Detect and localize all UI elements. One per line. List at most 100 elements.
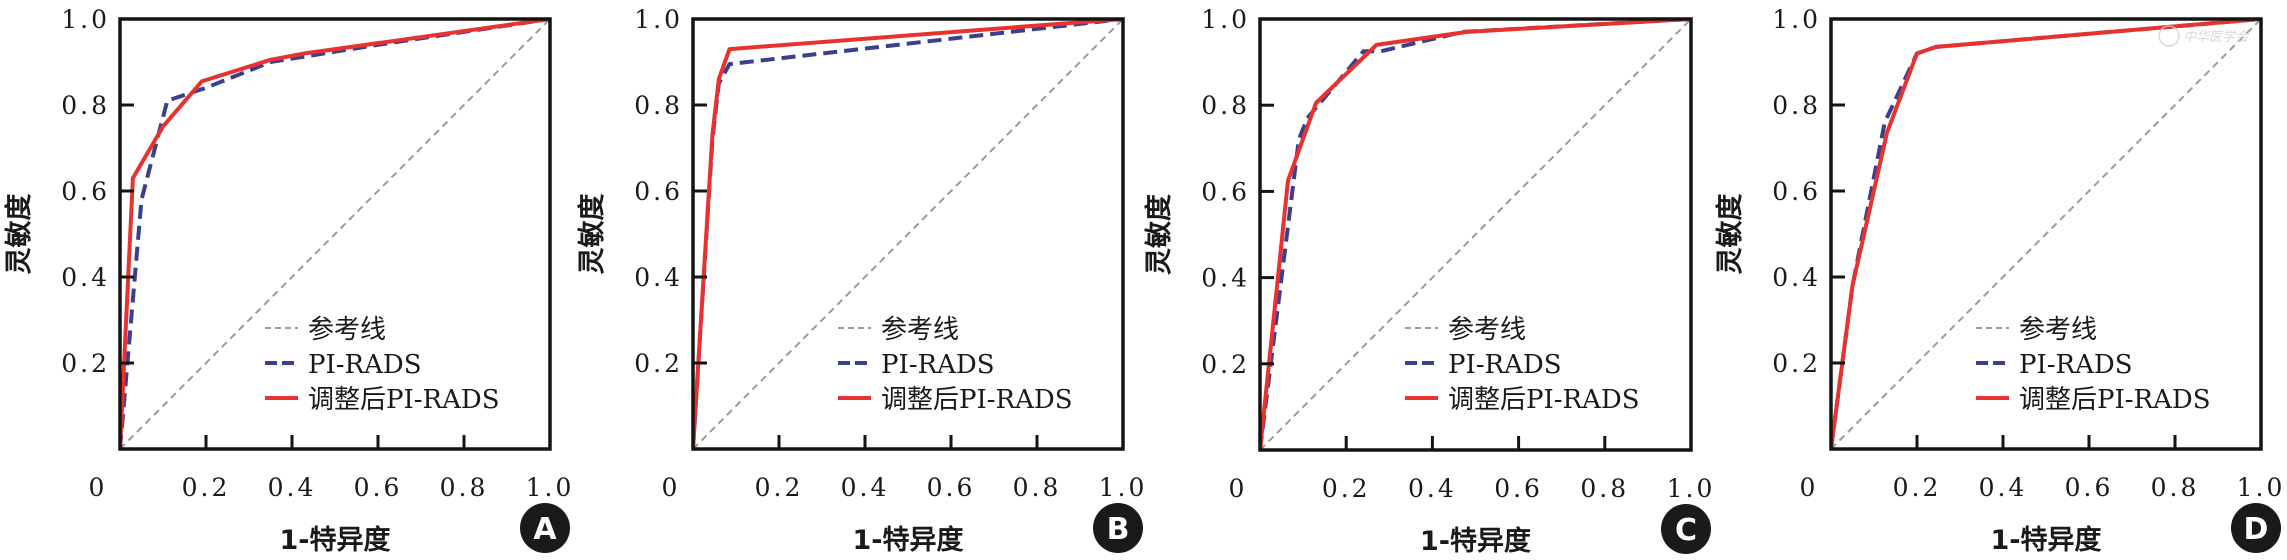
y-tick-label: 0.6 bbox=[61, 177, 110, 206]
y-tick-label: 0.2 bbox=[634, 349, 683, 378]
y-tick-label: 0.4 bbox=[634, 263, 683, 292]
panel-badge: C bbox=[1661, 504, 1711, 554]
legend-label: PI-RADS bbox=[2019, 350, 2133, 380]
x-tick-label: 0.8 bbox=[2151, 473, 2200, 502]
x-tick-label: 0 bbox=[1800, 473, 1819, 502]
y-tick-label: 0.8 bbox=[1772, 91, 1821, 120]
x-tick-label: 0 bbox=[89, 473, 108, 502]
panel-badge: B bbox=[1093, 503, 1143, 553]
y-tick-label: 0.4 bbox=[1772, 263, 1821, 292]
x-tick-label: 0.2 bbox=[755, 473, 804, 502]
x-tick-label: 0.4 bbox=[1979, 473, 2028, 502]
x-tick-label: 1.0 bbox=[1099, 473, 1148, 502]
legend: 参考线 PI-RADS 调整后PI-RADS bbox=[265, 315, 500, 415]
legend-label: PI-RADS bbox=[881, 350, 995, 380]
x-tick-label: 0.4 bbox=[841, 473, 890, 502]
y-axis-title: 灵敏度 bbox=[3, 194, 35, 275]
x-tick-label: 0.8 bbox=[1013, 473, 1062, 502]
badge-circle bbox=[2231, 503, 2281, 553]
panel-badge: A bbox=[520, 503, 570, 553]
legend-label: 调整后PI-RADS bbox=[2019, 385, 2211, 415]
y-tick-label: 1.0 bbox=[1772, 5, 1821, 34]
adjusted-pirads-curve bbox=[120, 19, 550, 449]
badge-letter: A bbox=[533, 512, 557, 547]
y-tick-label: 0.6 bbox=[634, 177, 683, 206]
x-tick-label: 0.6 bbox=[2065, 473, 2114, 502]
reference-line bbox=[1831, 19, 2261, 449]
legend-label: PI-RADS bbox=[1448, 350, 1562, 380]
x-tick-label: 1.0 bbox=[2237, 473, 2286, 502]
y-tick-label: 1.0 bbox=[1201, 5, 1250, 34]
x-tick-label: 0.6 bbox=[927, 473, 976, 502]
y-tick-label: 0.6 bbox=[1772, 177, 1821, 206]
legend: 参考线 PI-RADS 调整后PI-RADS bbox=[1976, 315, 2211, 415]
roc-panel-d: 0 0.2 0.4 0.6 0.8 1.0 0.2 0.4 0.6 0.8 1.0 1-特异度 灵敏度参… bbox=[1714, 5, 2286, 556]
adjusted-pirads-curve bbox=[1260, 19, 1691, 450]
x-tick-label: 1.0 bbox=[526, 473, 575, 502]
legend-label: 参考线 bbox=[881, 315, 959, 345]
y-tick-label: 0.2 bbox=[1772, 349, 1821, 378]
reference-line bbox=[693, 19, 1123, 449]
legend: 参考线 PI-RADS 调整后PI-RADS bbox=[838, 315, 1073, 415]
y-tick-label: 0.8 bbox=[61, 91, 110, 120]
x-tick-label: 0.6 bbox=[354, 473, 403, 502]
y-tick-label: 0.8 bbox=[634, 91, 683, 120]
adjusted-pirads-curve bbox=[1831, 19, 2261, 449]
legend-label: PI-RADS bbox=[308, 350, 422, 380]
legend-label: 参考线 bbox=[2019, 315, 2097, 345]
plot-frame bbox=[691, 17, 1125, 451]
y-tick-label: 0.8 bbox=[1201, 91, 1250, 120]
x-tick-label: 0.8 bbox=[1580, 474, 1629, 503]
reference-line bbox=[120, 19, 550, 449]
x-tick-label: 0 bbox=[1229, 474, 1248, 503]
x-tick-label: 0.2 bbox=[1322, 474, 1371, 503]
plot-frame bbox=[1258, 17, 1693, 452]
legend-label: 调整后PI-RADS bbox=[1448, 385, 1640, 415]
legend-label: 参考线 bbox=[308, 315, 386, 345]
badge-letter: C bbox=[1675, 513, 1697, 548]
badge-letter: D bbox=[2244, 512, 2269, 547]
legend-label: 参考线 bbox=[1448, 315, 1526, 345]
x-tick-label: 0.4 bbox=[1408, 474, 1457, 503]
y-axis-title: 灵敏度 bbox=[1714, 194, 1746, 275]
x-tick-label: 0.6 bbox=[1494, 474, 1543, 503]
x-axis-title: 1-特异度 bbox=[1420, 525, 1531, 557]
x-tick-label: 1.0 bbox=[1667, 474, 1716, 503]
x-axis-title: 1-特异度 bbox=[853, 524, 964, 556]
x-tick-label: 0.4 bbox=[268, 473, 317, 502]
x-tick-label: 0.2 bbox=[1893, 473, 1942, 502]
y-tick-label: 1.0 bbox=[61, 5, 110, 34]
legend-label: 调整后PI-RADS bbox=[308, 385, 500, 415]
y-tick-label: 0.2 bbox=[1201, 350, 1250, 379]
panel-badge: D bbox=[2231, 503, 2281, 553]
plot-frame bbox=[1829, 17, 2263, 451]
watermark-text: 中华医学会 bbox=[2183, 29, 2250, 45]
y-tick-label: 1.0 bbox=[634, 5, 683, 34]
x-tick-label: 0 bbox=[662, 473, 681, 502]
badge-circle bbox=[1093, 503, 1143, 553]
y-tick-label: 0.4 bbox=[1201, 264, 1250, 293]
y-tick-label: 0.6 bbox=[1201, 177, 1250, 206]
plot-frame bbox=[118, 17, 552, 451]
watermark: 中华医学会 bbox=[2158, 25, 2250, 47]
legend: 参考线 PI-RADS 调整后PI-RADS bbox=[1405, 315, 1640, 415]
x-axis-title: 1-特异度 bbox=[280, 524, 391, 556]
y-tick-label: 0.2 bbox=[61, 349, 110, 378]
badge-circle bbox=[1661, 504, 1711, 554]
y-tick-label: 0.4 bbox=[61, 263, 110, 292]
legend-label: 调整后PI-RADS bbox=[881, 385, 1073, 415]
adjusted-pirads-curve bbox=[693, 19, 1123, 449]
reference-line bbox=[1260, 19, 1691, 450]
watermark-logo-icon bbox=[2158, 25, 2180, 47]
pirads-curve bbox=[1260, 19, 1691, 450]
x-tick-label: 0.2 bbox=[182, 473, 231, 502]
roc-panel-c: 0 0.2 0.4 0.6 0.8 1.0 0.2 0.4 0.6 0.8 1.0 1-特异度 灵敏度参… bbox=[1143, 5, 1716, 557]
badge-circle bbox=[520, 503, 570, 553]
x-axis-title: 1-特异度 bbox=[1991, 524, 2102, 556]
badge-letter: B bbox=[1107, 512, 1130, 547]
y-axis-title: 灵敏度 bbox=[576, 194, 608, 275]
roc-panel-a: 0 0.2 0.4 0.6 0.8 1.0 0.2 0.4 0.6 0.8 1.0 1-特异度 灵敏度参… bbox=[3, 5, 575, 556]
y-axis-title: 灵敏度 bbox=[1143, 194, 1175, 275]
x-tick-label: 0.8 bbox=[440, 473, 489, 502]
